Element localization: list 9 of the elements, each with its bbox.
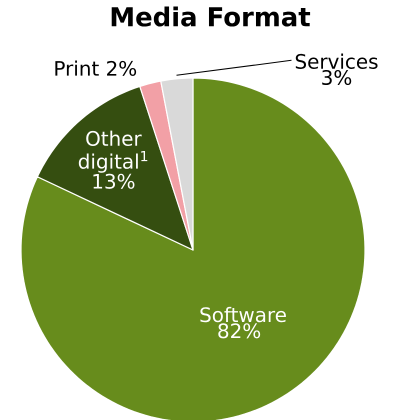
- slice-label: Print: [55, 60, 99, 76]
- data-label: 2%: [107, 60, 136, 76]
- chart-title: Media Format: [112, 6, 310, 27]
- slice-label: Software: [200, 306, 286, 322]
- data-label: 13%: [93, 174, 134, 189]
- slice-label: Services: [296, 54, 378, 69]
- data-label: 82%: [218, 323, 260, 338]
- data-label: 3%: [322, 70, 352, 86]
- slice-label: Other digital$^{1}$: [78, 130, 148, 173]
